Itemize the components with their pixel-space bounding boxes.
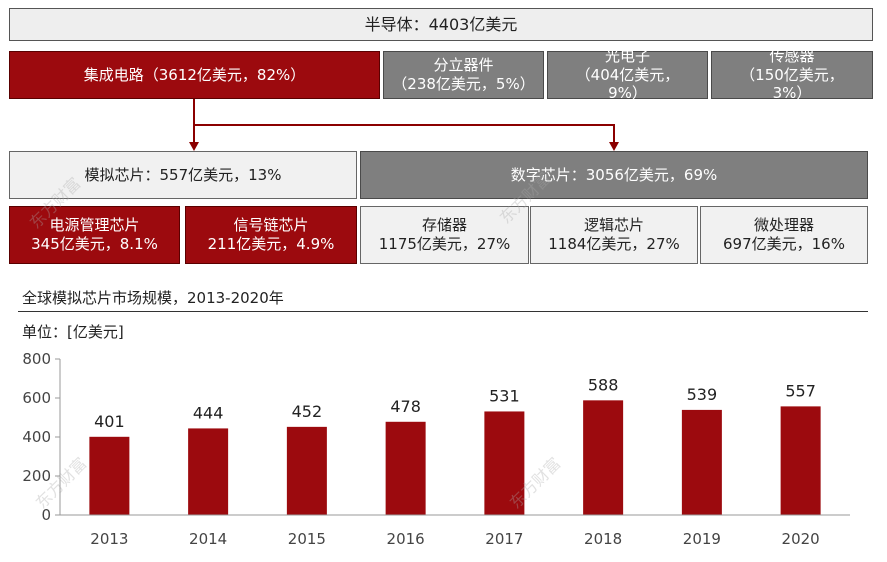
x-tick-label: 2018 [584, 530, 622, 548]
optoelectronics-box: 光电子 （404亿美元， 9%） [547, 47, 708, 102]
bar [188, 428, 229, 515]
microprocessor-box: 微处理器 697亿美元，16% [700, 206, 868, 264]
integrated-circuit-label: 集成电路（3612亿美元，82%） [83, 65, 306, 84]
power-management-chip-box: 电源管理芯片 345亿美元，8.1% [9, 206, 180, 264]
signal-chain-chip-box: 信号链芯片 211亿美元，4.9% [185, 206, 357, 264]
chart-title: 全球模拟芯片市场规模，2013-2020年 [22, 289, 284, 307]
x-tick-label: 2013 [90, 530, 128, 548]
bar [780, 406, 821, 515]
memory-box: 存储器 1175亿美元，27% [360, 206, 529, 264]
data-label: 531 [489, 386, 520, 405]
chart-unit-label: 单位：[亿美元] [22, 323, 124, 341]
signal-chain-value: 211亿美元，4.9% [207, 235, 335, 253]
logic-chip-label: 逻辑芯片 [583, 216, 644, 235]
microprocessor-label: 微处理器 [753, 216, 814, 235]
y-tick-label: 200 [22, 467, 51, 485]
sensors-box: 传感器 （150亿美元， 3%） [711, 47, 873, 102]
bar [484, 411, 525, 515]
bar [681, 409, 722, 515]
y-tick-label: 800 [22, 350, 51, 368]
sensors-value: （150亿美元， [740, 65, 844, 84]
y-tick-label: 400 [22, 428, 51, 446]
x-tick-label: 2017 [485, 530, 523, 548]
discrete-devices-value: （238亿美元，5%） [392, 75, 535, 93]
data-labels-group: 401 444 452 478 531 588 539 557 [94, 375, 816, 430]
microprocessor-value: 697亿美元，16% [723, 235, 845, 253]
optoelectronics-value: （404亿美元， [575, 65, 680, 84]
x-tick-label: 2020 [782, 530, 820, 548]
data-label: 557 [785, 381, 816, 400]
digital-chip-label: 数字芯片：3056亿美元，69% [510, 165, 718, 184]
sensors-share: 3%） [772, 84, 812, 103]
logic-chip-value: 1184亿美元，27% [548, 235, 680, 253]
optoelectronics-share: 9%） [608, 84, 647, 103]
arrow-down-icon [189, 142, 199, 151]
analog-chip-box: 模拟芯片：557亿美元，13% [9, 151, 357, 199]
bar [385, 421, 426, 515]
x-axis: 2013 2014 2015 2016 2017 2018 2019 2020 [60, 514, 850, 548]
optoelectronics-label: 光电子 [604, 46, 650, 65]
connector-horizontal [193, 124, 614, 126]
analog-chip-label: 模拟芯片：557亿美元，13% [84, 165, 282, 184]
bar [583, 400, 624, 515]
bars-group [89, 400, 821, 515]
data-label: 588 [588, 375, 619, 394]
integrated-circuit-box: 集成电路（3612亿美元，82%） [9, 51, 380, 99]
data-label: 444 [193, 403, 224, 422]
data-label: 401 [94, 412, 125, 431]
bar [286, 426, 327, 515]
digital-chip-box: 数字芯片：3056亿美元，69% [360, 151, 868, 199]
discrete-devices-label: 分立器件 [433, 56, 494, 75]
bar [89, 436, 130, 515]
memory-value: 1175亿美元，27% [378, 235, 511, 253]
data-label: 478 [390, 397, 421, 416]
x-tick-label: 2015 [288, 530, 326, 548]
semiconductor-total-label: 半导体：4403亿美元 [364, 14, 518, 34]
connector-vertical-right [613, 124, 615, 143]
logic-chip-box: 逻辑芯片 1184亿美元，27% [530, 206, 698, 264]
y-tick-label: 0 [41, 506, 51, 524]
arrow-down-icon [609, 142, 619, 151]
title-divider [18, 311, 868, 312]
x-tick-label: 2014 [189, 530, 227, 548]
power-management-value: 345亿美元，8.1% [31, 235, 158, 253]
power-management-label: 电源管理芯片 [49, 216, 140, 235]
sensors-label: 传感器 [769, 46, 815, 65]
y-axis: 0 200 400 600 800 [22, 350, 61, 524]
memory-label: 存储器 [421, 216, 467, 235]
discrete-devices-box: 分立器件 （238亿美元，5%） [383, 51, 544, 99]
y-tick-label: 600 [22, 389, 51, 407]
data-label: 452 [292, 402, 323, 421]
x-tick-label: 2016 [387, 530, 425, 548]
semiconductor-total-box: 半导体：4403亿美元 [9, 8, 873, 41]
bar-chart: 0 200 400 600 800 401 444 452 478 531 588 539 557 2… [22, 350, 850, 548]
x-tick-label: 2019 [683, 530, 721, 548]
connector-vertical-left [193, 99, 195, 143]
data-label: 539 [687, 385, 718, 404]
signal-chain-label: 信号链芯片 [233, 216, 309, 235]
